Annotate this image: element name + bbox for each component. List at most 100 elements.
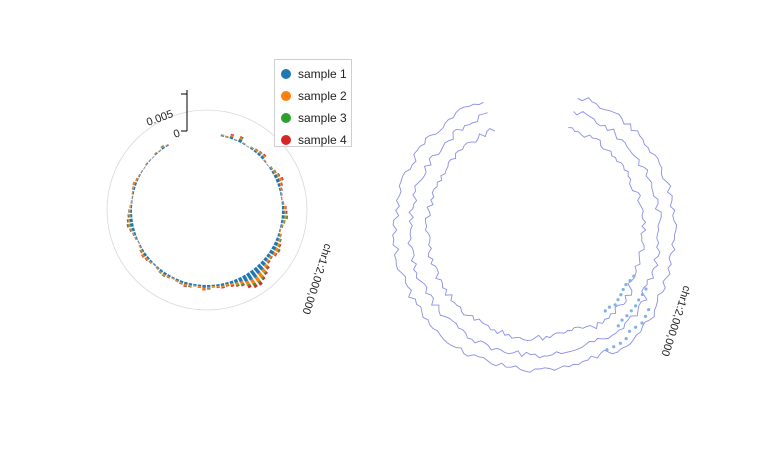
bar-segment — [273, 174, 278, 179]
track-line — [407, 110, 662, 359]
bar-segment — [249, 269, 258, 279]
bar-segment — [149, 260, 152, 264]
bar-segment — [265, 265, 269, 269]
bar-segment — [256, 152, 261, 157]
bar-segment — [242, 274, 249, 283]
highlight-point — [621, 287, 625, 292]
highlight-point — [620, 318, 624, 322]
bar-segment — [233, 278, 239, 284]
highlight-point — [634, 325, 638, 329]
bar-segment — [141, 248, 145, 253]
bar-segment — [257, 272, 264, 279]
bar-segment — [250, 278, 256, 285]
bar-segment — [241, 283, 245, 287]
bar-segment — [273, 241, 279, 247]
legend-label: sample 1 — [298, 67, 347, 81]
bar-segment — [154, 152, 158, 156]
bar-segment — [237, 138, 243, 144]
bar-segment — [145, 257, 149, 261]
highlight-point — [625, 314, 629, 318]
legend-label: sample 2 — [298, 89, 347, 103]
bar-segment — [149, 259, 153, 264]
bar-segment — [158, 270, 163, 274]
legend-marker-icon — [281, 69, 291, 79]
bar-segment — [268, 249, 275, 255]
highlight-point — [616, 298, 620, 302]
bar-segment — [277, 249, 281, 253]
position-label: chr1:2,000,000 — [658, 284, 692, 358]
legend-label: sample 4 — [298, 133, 347, 147]
highlight-point — [613, 303, 617, 307]
highlight-point — [637, 298, 641, 302]
bar-segment — [278, 177, 283, 182]
bar-segment — [271, 245, 277, 251]
bar-segment — [160, 145, 165, 149]
legend-entry: sample 4 — [281, 129, 351, 151]
bar-segment — [264, 271, 268, 276]
bar-segment — [271, 170, 275, 175]
circular-bar-chart: 00.005 chr1:2,000,000 — [106, 90, 334, 316]
bar-segment — [272, 170, 276, 174]
legend-entry: sample 2 — [281, 85, 351, 107]
bar-segment — [258, 281, 263, 286]
bar-segment — [263, 153, 267, 157]
bar-segment — [175, 278, 180, 282]
bar-segment — [240, 282, 245, 286]
bar-segment — [246, 283, 251, 287]
bar-segment — [141, 253, 145, 258]
bar-segment — [159, 268, 164, 273]
track-line — [392, 97, 678, 373]
bar-segment — [260, 275, 265, 280]
position-label: chr1:2,000,000 — [299, 242, 333, 316]
bar-segment — [239, 280, 244, 285]
bar-segment — [260, 155, 265, 160]
bar-segment — [237, 276, 243, 283]
bar-segment — [258, 151, 262, 155]
highlight-point — [612, 345, 616, 349]
bar-segment — [266, 253, 271, 258]
bar-segment — [142, 252, 148, 257]
bar-segment — [276, 243, 280, 247]
bar-segment — [239, 137, 244, 141]
bar-segment — [256, 263, 264, 271]
highlight-point — [644, 287, 648, 291]
bar-segment — [253, 283, 258, 289]
bar-segment — [253, 149, 258, 154]
highlight-point — [619, 293, 623, 297]
bar-segment — [263, 263, 268, 268]
bar-segment — [133, 231, 137, 236]
highlight-point — [607, 305, 612, 309]
bar-segment — [131, 227, 135, 232]
highlight-point — [616, 324, 620, 328]
highlight-point — [627, 329, 632, 333]
bar-segment — [274, 247, 279, 252]
highlight-point — [640, 321, 644, 325]
bar-segment — [267, 260, 271, 264]
bar-segment — [253, 266, 261, 275]
bar-segment — [247, 284, 252, 289]
bar-segment — [167, 274, 171, 278]
bar-segment — [275, 237, 280, 242]
bar-segment — [229, 280, 234, 285]
bar-segment — [252, 282, 257, 286]
bar-segment — [254, 148, 258, 152]
axis-tick-label: 0 — [172, 127, 182, 140]
axis-tick-label: 0.005 — [145, 108, 175, 129]
highlight-point — [647, 307, 651, 312]
legend-entry: sample 3 — [281, 107, 351, 129]
highlight-point — [629, 309, 633, 313]
bar-segment — [161, 146, 166, 150]
highlight-point — [618, 341, 622, 345]
bar-segment — [260, 260, 266, 266]
highlight-point — [605, 348, 609, 352]
bar-segment — [129, 223, 134, 228]
bar-segment — [229, 136, 234, 140]
track-line — [425, 127, 647, 341]
bar-segment — [235, 281, 239, 286]
highlight-point — [603, 309, 607, 313]
bar-segment — [162, 273, 166, 277]
bar-segment — [276, 173, 280, 178]
highlight-point — [628, 279, 632, 283]
bar-segment — [268, 255, 272, 259]
